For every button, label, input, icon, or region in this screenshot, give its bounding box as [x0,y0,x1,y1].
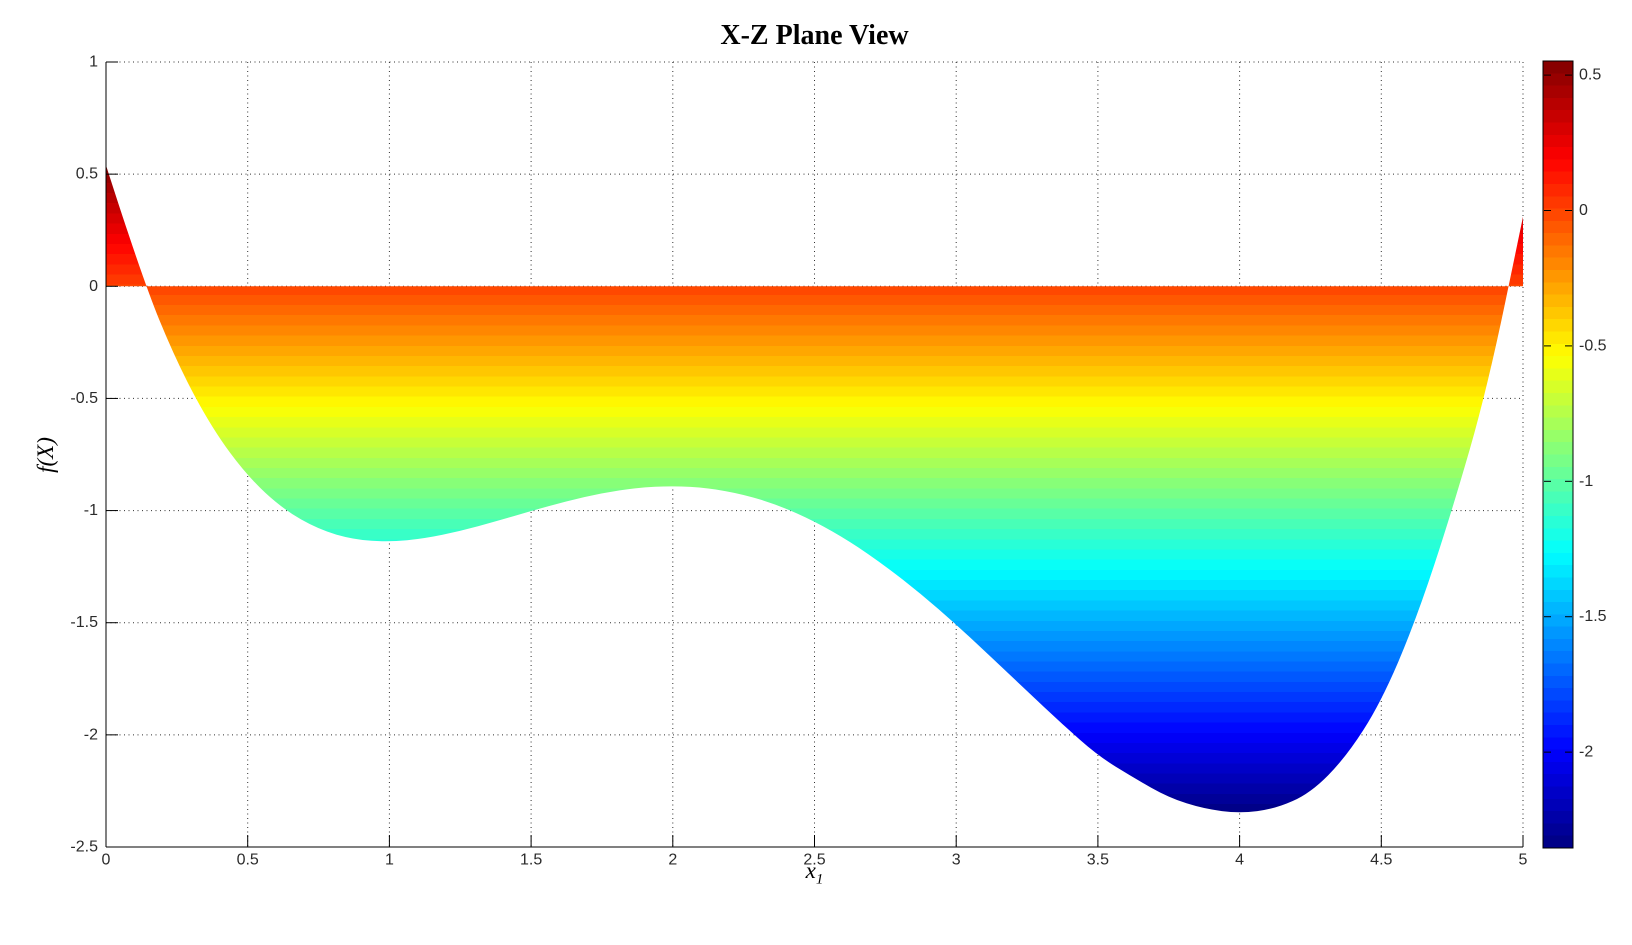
y-tick-label: 0.5 [76,166,98,183]
x-tick-label: 4 [1235,851,1244,868]
colorbar-tick-label: 0 [1579,202,1588,219]
x-tick-label: 1.5 [520,851,542,868]
colorbar-tick-label: -0.5 [1579,337,1607,354]
colorbar-tick-label: -1 [1579,473,1593,490]
x-tick-label: 2 [668,851,677,868]
plot-title: X-Z Plane View [720,20,909,51]
ticks: 0 0.5 1 1.5 2 2.5 3 3.5 4 4.5 5 1 0.5 0 -0.5 -1 -1.5 -2 -2… [70,54,1527,869]
x-tick-label: 0 [102,851,111,868]
y-tick-label: -2 [84,726,98,743]
x-axis-label-base: x [805,858,816,883]
y-tick-label: 0 [89,278,98,295]
x-tick-label: 1 [385,851,394,868]
x-tick-label: 4.5 [1370,851,1392,868]
colorbar-tick-label: 0.5 [1579,67,1601,84]
colorbar-tick-label: -2 [1579,744,1593,761]
y-tick-label: 1 [89,54,98,71]
colorbar-ticks: 0.5 0 -0.5 -1 -1.5 -2 [1544,67,1607,761]
y-tick-label: -1 [84,502,98,519]
surface-area-fill [106,165,1523,813]
y-tick-label: -1.5 [70,614,98,631]
x-tick-label: 0.5 [237,851,259,868]
x-tick-label: 3.5 [1087,851,1109,868]
x-tick-label: 3 [952,851,961,868]
y-tick-label: -0.5 [70,390,98,407]
y-tick-label: -2.5 [70,839,98,856]
x-tick-label: 2.5 [803,851,825,868]
x-axis-label: x1 [106,858,1523,889]
colorbar-tick-label: -1.5 [1579,608,1607,625]
x-tick-label: 5 [1519,851,1528,868]
colorbar [1542,60,1574,849]
x-axis-label-subscript: 1 [815,871,824,888]
y-axis-label: f(X) [33,437,58,473]
